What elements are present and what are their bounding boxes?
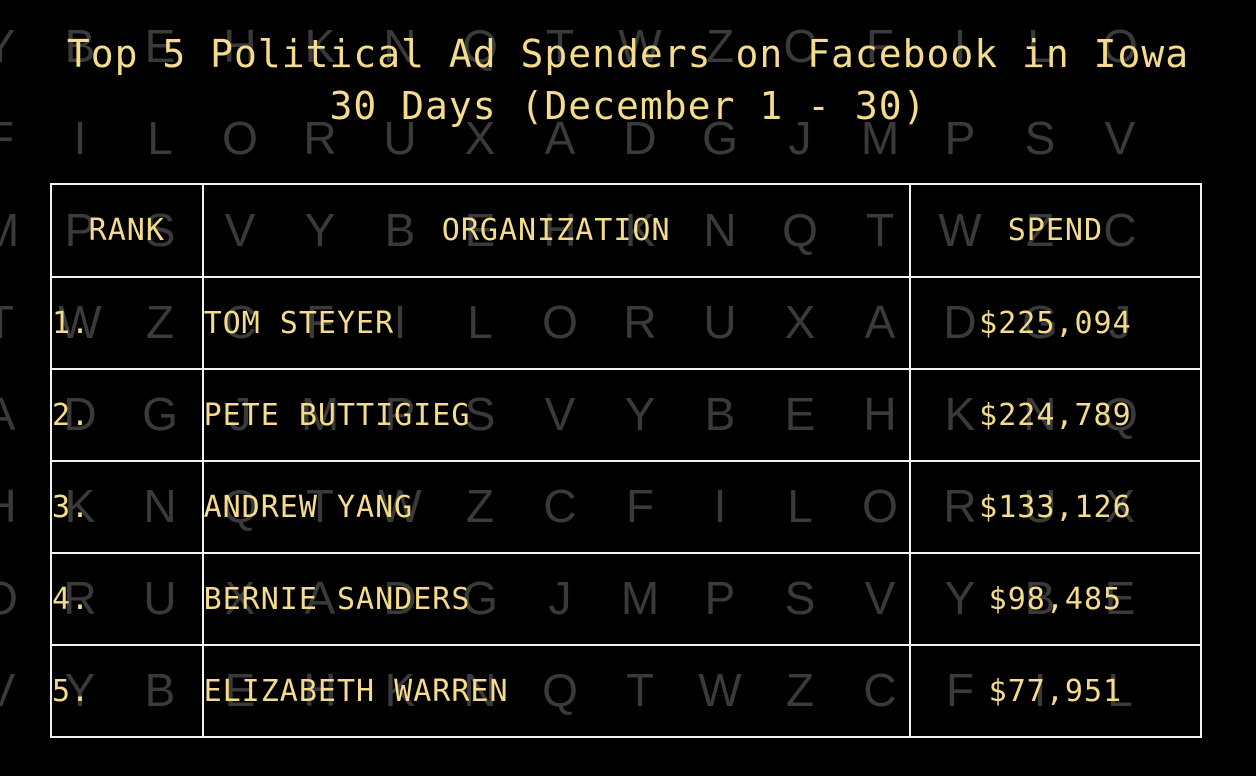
header-rank: RANK [50, 183, 204, 278]
rank-cell: 5. [50, 644, 204, 738]
background-letter: S [1025, 112, 1056, 164]
background-letter: O [222, 112, 258, 164]
background-letter: H [0, 480, 17, 532]
background-letter: U [383, 112, 416, 164]
background-letter: N [383, 20, 416, 72]
organization-cell: TOM STEYER [201, 276, 911, 370]
spend-cell: $224,789 [908, 368, 1203, 462]
background-letter: L [147, 112, 173, 164]
background-letter: O [0, 572, 18, 624]
table-header-row: RANK ORGANIZATION SPEND [50, 183, 1203, 278]
background-letter: O [1102, 20, 1138, 72]
organization-cell: ANDREW YANG [201, 460, 911, 554]
table-row: 2. PETE BUTTIGIEG $224,789 [50, 368, 1203, 462]
background-letter: L [1027, 20, 1053, 72]
background-letter: D [623, 112, 656, 164]
background-letter: I [954, 20, 967, 72]
background-letter: Q [462, 20, 498, 72]
background-letter: A [0, 388, 16, 440]
rank-cell: 1. [50, 276, 204, 370]
spenders-table: RANK ORGANIZATION SPEND 1. TOM STEYER $2… [50, 183, 1203, 738]
background-letter: T [0, 296, 14, 348]
background-letter: Y [0, 20, 15, 72]
background-letter: X [465, 112, 496, 164]
spend-cell: $77,951 [908, 644, 1203, 738]
background-letter: W [618, 20, 662, 72]
rank-cell: 2. [50, 368, 204, 462]
header-spend: SPEND [908, 183, 1203, 278]
table-row: 1. TOM STEYER $225,094 [50, 276, 1203, 370]
background-letter: M [861, 112, 899, 164]
background-letter: A [545, 112, 576, 164]
table-row: 4. BERNIE SANDERS $98,485 [50, 552, 1203, 646]
header-organization: ORGANIZATION [201, 183, 911, 278]
background-letter: K [305, 20, 336, 72]
background-letter: R [303, 112, 336, 164]
spend-cell: $225,094 [908, 276, 1203, 370]
spend-cell: $98,485 [908, 552, 1203, 646]
background-letter: V [0, 664, 16, 716]
table-row: 5. ELIZABETH WARREN $77,951 [50, 644, 1203, 738]
chart-subtitle: 30 Days (December 1 - 30) [329, 84, 927, 128]
background-letter: M [0, 204, 19, 256]
chart-title-block: Top 5 Political Ad Spenders on Facebook … [0, 28, 1256, 132]
background-letter: C [783, 20, 816, 72]
organization-cell: PETE BUTTIGIEG [201, 368, 911, 462]
spend-cell: $133,126 [908, 460, 1203, 554]
background-letter: E [145, 20, 176, 72]
rank-cell: 3. [50, 460, 204, 554]
background-letter: H [223, 20, 256, 72]
background-letter: Z [706, 20, 734, 72]
rank-cell: 4. [50, 552, 204, 646]
organization-cell: ELIZABETH WARREN [201, 644, 911, 738]
background-letter: V [1105, 112, 1136, 164]
table-row: 3. ANDREW YANG $133,126 [50, 460, 1203, 554]
background-letter: T [546, 20, 574, 72]
background-letter: G [702, 112, 738, 164]
organization-cell: BERNIE SANDERS [201, 552, 911, 646]
background-letter: B [65, 20, 96, 72]
background-letter: J [789, 112, 812, 164]
background-letter: I [74, 112, 87, 164]
background-letter: P [945, 112, 976, 164]
background-letter: F [0, 112, 14, 164]
background-letter: F [866, 20, 894, 72]
chart-title: Top 5 Political Ad Spenders on Facebook … [66, 32, 1190, 76]
